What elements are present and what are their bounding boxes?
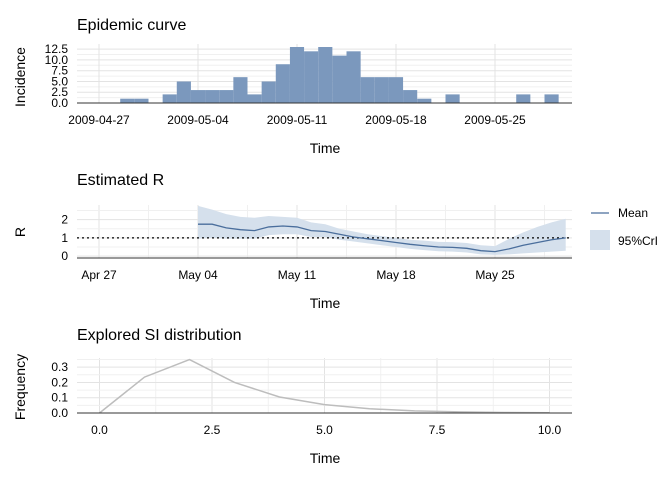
x-tick-label: 0.0 (91, 423, 108, 437)
y-tick-label: 1 (61, 231, 68, 245)
y-tick-label: 0.3 (51, 360, 68, 374)
bar (190, 90, 206, 103)
legend-mean-label: Mean (618, 206, 648, 220)
bar (318, 47, 333, 103)
y-tick-label: 5.0 (51, 74, 68, 88)
bar (403, 90, 418, 103)
y-tick-label: 0.1 (51, 391, 68, 405)
x-tick-label: May 04 (178, 268, 218, 282)
chart-title: Explored SI distribution (77, 327, 242, 344)
x-tick-label: 2009-05-04 (167, 113, 229, 127)
credible-interval-band (198, 205, 566, 255)
estimated-r-panel: Estimated R Apr 27 May 04 May 11 May 18 May … (12, 172, 658, 311)
y-axis-title: Frequency (12, 354, 28, 420)
bar (261, 81, 276, 103)
bar (388, 77, 404, 103)
x-tick-label: 2009-05-11 (267, 113, 328, 127)
y-tick-label: 0 (61, 249, 68, 263)
bar (304, 51, 319, 103)
bar (205, 90, 220, 103)
grid (77, 205, 572, 258)
bar (120, 98, 135, 103)
bar (162, 94, 177, 103)
bar (275, 64, 290, 103)
x-axis-title: Time (310, 295, 341, 311)
bar (417, 98, 432, 103)
bar (219, 90, 234, 103)
bar (233, 77, 248, 103)
x-ticks: Apr 27 May 04 May 11 May 18 May 25 (81, 268, 515, 282)
y-tick-label: 7.5 (51, 64, 68, 78)
bar (544, 94, 559, 103)
bar (346, 51, 361, 103)
x-tick-label: 2009-05-25 (464, 113, 526, 127)
y-axis-title: R (12, 227, 28, 237)
x-tick-label: 2009-04-27 (68, 113, 130, 127)
y-tick-label: 2 (61, 213, 68, 227)
bar (445, 94, 460, 103)
legend-crl-swatch (590, 230, 610, 250)
x-ticks: 2009-04-27 2009-05-04 2009-05-11 2009-05-18… (68, 113, 526, 127)
mean-line (198, 223, 566, 253)
legend: Mean 95%CrI (590, 206, 658, 250)
x-ticks: 0.0 2.5 5.0 7.5 10.0 (91, 423, 561, 437)
bar (176, 81, 191, 103)
y-tick-label: 12.5 (45, 42, 69, 56)
y-tick-label: 0.0 (51, 406, 68, 420)
x-tick-label: 2009-05-18 (365, 113, 427, 127)
bar (289, 47, 305, 103)
si-line (99, 358, 550, 414)
epidemic-curve-panel: Epidemic curve 2009-04-27 2009-05-04 2009-… (12, 17, 572, 156)
legend-crl-label: 95%CrI (618, 234, 658, 248)
bar (247, 94, 262, 103)
x-tick-label: May 25 (475, 268, 515, 282)
bar (516, 94, 531, 103)
bars (120, 47, 559, 103)
x-tick-label: Apr 27 (81, 268, 117, 282)
y-ticks: 0 1 2 (61, 213, 68, 264)
y-tick-label: 0.2 (51, 375, 68, 389)
bar (374, 77, 389, 103)
x-tick-label: May 18 (376, 268, 416, 282)
chart-title: Epidemic curve (77, 17, 186, 34)
y-tick-label: 0.0 (51, 96, 68, 110)
y-tick-label: 2.5 (51, 85, 68, 99)
y-axis-title: Incidence (12, 47, 28, 107)
x-tick-label: 10.0 (538, 423, 562, 437)
x-axis-title: Time (310, 450, 341, 466)
x-tick-label: 5.0 (316, 423, 333, 437)
bar (332, 55, 347, 103)
si-distribution-panel: Explored SI distribution 0.0 2.5 5.0 7.5 10.… (12, 327, 572, 466)
y-tick-label: 10.0 (45, 53, 69, 67)
x-tick-label: 2.5 (204, 423, 221, 437)
bar (360, 77, 375, 103)
chart-title: Estimated R (77, 172, 164, 189)
x-tick-label: May 11 (278, 268, 317, 282)
x-axis-title: Time (310, 140, 341, 156)
y-ticks: 0.00.1 0.20.3 (51, 360, 68, 420)
y-ticks: 0.02.55.07.510.012.5 (45, 42, 69, 110)
x-tick-label: 7.5 (429, 423, 446, 437)
bar (134, 98, 149, 103)
